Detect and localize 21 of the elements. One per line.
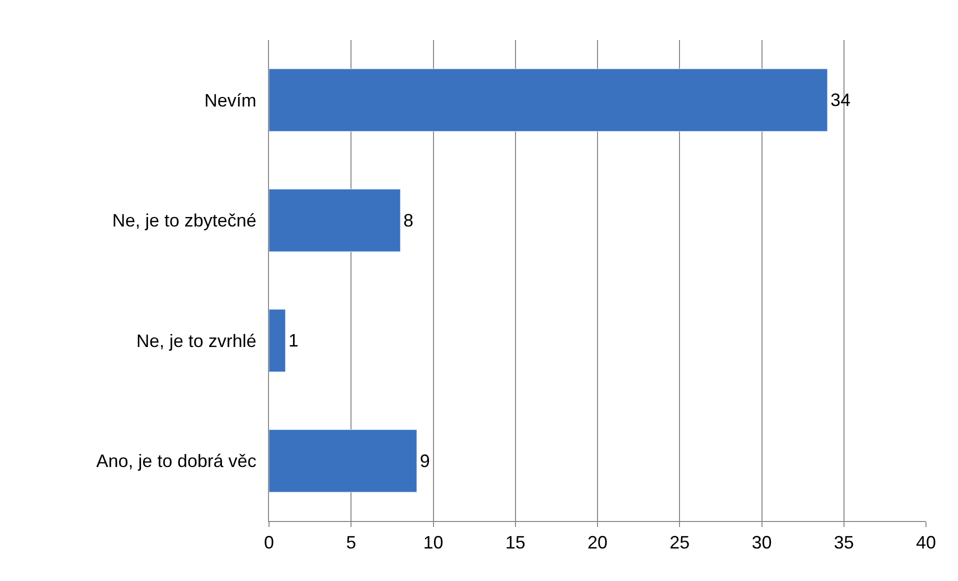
- bar: [269, 309, 286, 372]
- x-tick-label: 25: [670, 532, 690, 553]
- y-tick-label: Nevím: [204, 90, 256, 110]
- x-tick-label: 30: [752, 532, 772, 553]
- x-tick-label: 10: [423, 532, 444, 553]
- bar: [269, 188, 401, 252]
- x-tick-label: 20: [587, 532, 608, 553]
- data-label: 34: [830, 90, 850, 110]
- x-tick-label: 40: [916, 532, 936, 553]
- x-tick-label: 35: [834, 532, 854, 553]
- bar: [269, 429, 418, 492]
- data-label: 8: [403, 210, 414, 230]
- x-tick-label: 5: [346, 532, 356, 553]
- bar: [269, 68, 828, 132]
- y-tick-label: Ano, je to dobrá věc: [96, 451, 256, 472]
- x-tick-label: 15: [505, 532, 526, 553]
- data-label: 1: [288, 330, 298, 351]
- x-tick-label: 0: [264, 532, 274, 553]
- y-tick-label: Ne, je to zvrhlé: [136, 330, 256, 351]
- data-label: 9: [420, 450, 430, 471]
- y-tick-label: Ne, je to zbytečné: [112, 210, 256, 231]
